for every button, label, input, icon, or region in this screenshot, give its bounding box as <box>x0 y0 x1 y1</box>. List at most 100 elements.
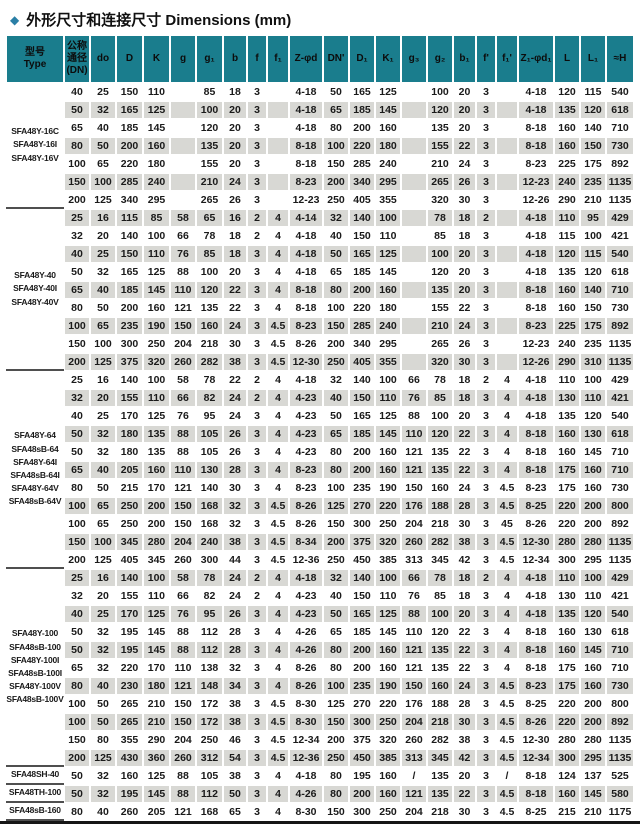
dimension-cell: 3 <box>476 101 496 119</box>
dimension-cell: 100 <box>375 209 401 227</box>
dimension-cell: 345 <box>143 551 170 569</box>
dimension-cell: 200 <box>323 731 349 749</box>
dimension-cell: 3 <box>247 515 267 533</box>
dimension-cell: 200 <box>580 497 606 515</box>
dimension-cell: 3 <box>247 551 267 569</box>
dimension-cell: 145 <box>580 443 606 461</box>
dimension-cell: 235 <box>580 335 606 353</box>
col-header-L1: L₁ <box>580 35 606 83</box>
dimension-cell: 429 <box>606 569 634 587</box>
dimension-cell: 265 <box>116 695 143 713</box>
dimension-cell: 22 <box>453 425 476 443</box>
dimension-cell: 88 <box>401 605 427 623</box>
dimension-cell: 1175 <box>606 803 634 821</box>
dimension-cell: 121 <box>170 479 196 497</box>
dimension-cell: 145 <box>143 785 170 803</box>
dimension-cell: 3 <box>476 353 496 371</box>
dimension-cell <box>496 227 518 245</box>
dimension-cell: 250 <box>116 497 143 515</box>
dimension-cell: 540 <box>606 407 634 425</box>
dimension-cell: 4 <box>267 641 289 659</box>
dimension-cell: 210 <box>143 713 170 731</box>
table-row: SFA48SH-40 50 32 160 125 88 105 38 3 4 4-18 80 195 16… <box>6 767 634 785</box>
dimension-cell: 20 <box>223 137 247 155</box>
dimension-cell: 355 <box>116 731 143 749</box>
dimension-cell: 160 <box>427 479 453 497</box>
dimension-cell: 135 <box>427 119 453 137</box>
dimension-cell: 3 <box>247 137 267 155</box>
dimension-cell: 66 <box>401 569 427 587</box>
table-row: SFA48Y-64 SFA48sB-64 SFA48Y-64I SFA48sB-… <box>6 371 634 569</box>
dimension-cell: 4-23 <box>289 443 323 461</box>
dimension-cell: 22 <box>453 299 476 317</box>
dimension-cell: 265 <box>427 173 453 191</box>
dimension-cell: 2 <box>476 371 496 389</box>
dimension-cell: 12-30 <box>518 533 554 551</box>
dimension-cell: 100 <box>143 371 170 389</box>
dimension-cell: 4 <box>496 587 518 605</box>
dimension-cell: 110 <box>143 587 170 605</box>
dimension-cell: 100 <box>427 605 453 623</box>
dimension-cell: 135 <box>427 641 453 659</box>
dimension-cell: 110 <box>580 587 606 605</box>
dimension-cell: 280 <box>580 533 606 551</box>
dimension-cell: 250 <box>323 551 349 569</box>
dimension-cell: 265 <box>116 713 143 731</box>
dimension-cell: 32 <box>64 587 90 605</box>
dimension-cell: 100 <box>64 713 90 731</box>
dimension-cell: 250 <box>323 749 349 767</box>
dimension-cell: 210 <box>580 803 606 821</box>
dimension-cell: 580 <box>606 785 634 803</box>
dimension-cell: 4 <box>267 227 289 245</box>
table-row: 80 50 200 160 135 20 3 8-18 100 220 180 155 22 3 8-18 1… <box>6 137 634 155</box>
dimension-cell: 3 <box>476 749 496 767</box>
dimension-cell: 4-18 <box>518 587 554 605</box>
dimension-cell: 65 <box>64 659 90 677</box>
dimension-cell: 3 <box>247 299 267 317</box>
dimension-cell: 20 <box>453 767 476 785</box>
dimension-cell: 78 <box>196 371 223 389</box>
dimension-cell: 160 <box>554 137 580 155</box>
dimension-cell: 150 <box>323 713 349 731</box>
dimension-cell: 165 <box>349 605 375 623</box>
dimension-cell: 4-14 <box>289 209 323 227</box>
dimension-cell: 280 <box>580 731 606 749</box>
dimension-cell: 285 <box>349 317 375 335</box>
table-row: 100 50 265 210 150 172 38 3 4.5 8-30 150 300 250 204 2… <box>6 713 634 731</box>
dimension-cell <box>401 173 427 191</box>
col-header-D: D <box>116 35 143 83</box>
dimension-cell: 135 <box>427 281 453 299</box>
dimension-cell: 65 <box>64 461 90 479</box>
dimension-cell <box>170 137 196 155</box>
dimension-cell: 8-23 <box>518 317 554 335</box>
dimension-cell: 200 <box>143 497 170 515</box>
dimension-cell: 8-18 <box>289 299 323 317</box>
dimension-cell: 710 <box>606 461 634 479</box>
dimension-cell: 22 <box>453 137 476 155</box>
dimension-cell: 4.5 <box>267 551 289 569</box>
dimension-cell: 110 <box>554 569 580 587</box>
dimension-cell: 540 <box>606 605 634 623</box>
table-row: SFA48sB-160 80 40 260 205 121 168 65 3 4 8-30 150 30… <box>6 803 634 821</box>
dimension-cell: 121 <box>401 659 427 677</box>
dimension-cell: 313 <box>401 551 427 569</box>
dimension-cell: 140 <box>580 281 606 299</box>
dimension-cell: 3 <box>476 461 496 479</box>
dimension-cell: 8-18 <box>518 659 554 677</box>
dimension-cell: 140 <box>116 227 143 245</box>
table-row: 40 25 150 110 76 85 18 3 4 4-18 50 165 125 100 20 3 4-18… <box>6 245 634 263</box>
dimension-cell: 80 <box>90 731 116 749</box>
dimension-cell <box>170 119 196 137</box>
dimension-cell: 160 <box>554 425 580 443</box>
dimension-cell: 8-23 <box>289 317 323 335</box>
dimension-cell: 100 <box>90 173 116 191</box>
dimension-cell: 80 <box>323 641 349 659</box>
dimension-cell: 58 <box>170 569 196 587</box>
dimension-cell <box>267 173 289 191</box>
dimension-cell: 320 <box>427 353 453 371</box>
dimension-cell: 16 <box>90 209 116 227</box>
dimension-cell: 3 <box>476 263 496 281</box>
dimension-cell: 4 <box>267 767 289 785</box>
dimension-cell: 120 <box>580 263 606 281</box>
dimension-cell: 3 <box>247 785 267 803</box>
